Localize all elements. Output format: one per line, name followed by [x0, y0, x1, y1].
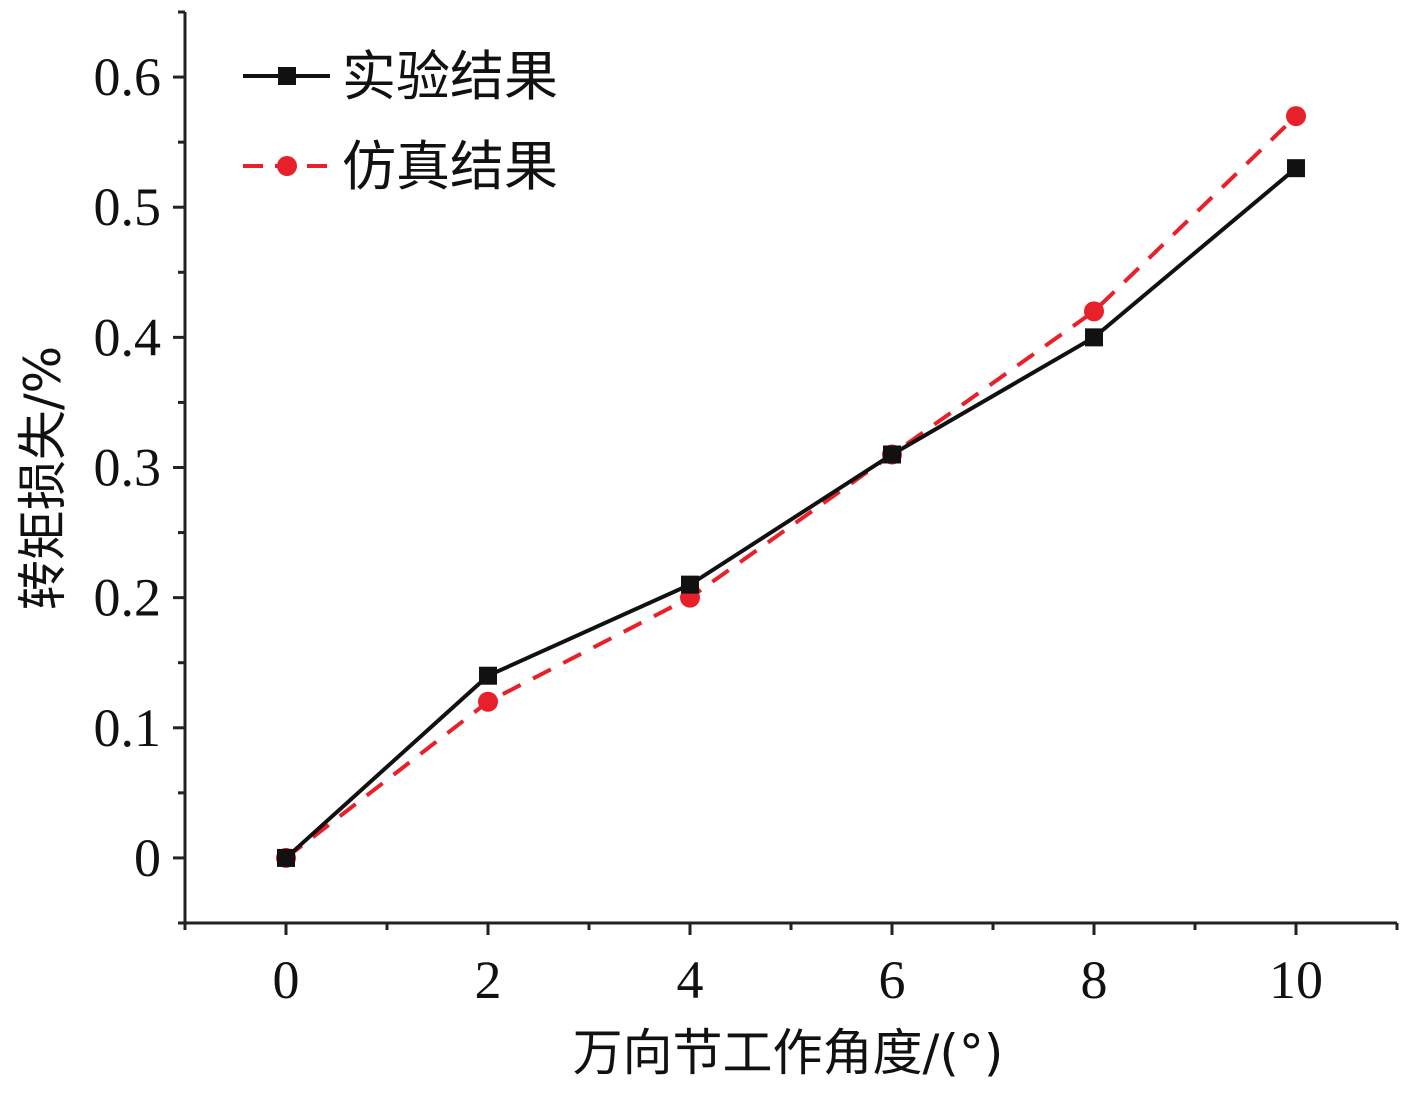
- series-line-0: [284, 166, 1298, 860]
- y-tick-label: 0.1: [94, 698, 162, 758]
- y-tick-label: 0: [134, 828, 161, 888]
- x-tick-label: 2: [475, 950, 502, 1010]
- y-tick-label: 0.4: [94, 307, 162, 367]
- x-tick-label: 4: [677, 950, 704, 1010]
- y-axis-title: 转矩损失/%: [14, 346, 72, 610]
- x-axis-ticks: 0 2 4 6 8 10: [183, 923, 1399, 1010]
- y-tick-label: 0.6: [94, 47, 162, 107]
- legend-label-0: 实验结果: [342, 45, 558, 108]
- point-simulation: [1286, 106, 1306, 127]
- point-experiment: [1085, 328, 1103, 347]
- point-simulation: [478, 691, 498, 712]
- y-tick-label: 0.2: [94, 568, 162, 628]
- point-simulation: [1084, 301, 1104, 322]
- y-axis-ticks: 0 0.1 0.2 0.3 0.4 0.5 0.6: [94, 10, 185, 925]
- x-tick-label: 0: [273, 950, 300, 1010]
- point-experiment: [681, 575, 699, 594]
- y-tick-label: 0.5: [94, 177, 162, 237]
- x-tick-label: 10: [1269, 950, 1323, 1010]
- x-tick-label: 8: [1081, 950, 1108, 1010]
- point-experiment: [1287, 159, 1305, 178]
- y-tick-label: 0.3: [94, 438, 162, 498]
- legend-label-1: 仿真结果: [342, 135, 558, 198]
- legend-marker-circle: [277, 156, 297, 176]
- point-experiment: [883, 445, 901, 464]
- point-experiment: [277, 848, 295, 867]
- series-layer: [276, 106, 1306, 868]
- x-axis-title: 万向节工作角度/(°): [573, 1024, 1004, 1082]
- point-experiment: [479, 666, 497, 685]
- x-tick-label: 6: [879, 950, 906, 1010]
- legend-marker-square: [278, 67, 296, 85]
- series-line-1: [284, 114, 1298, 860]
